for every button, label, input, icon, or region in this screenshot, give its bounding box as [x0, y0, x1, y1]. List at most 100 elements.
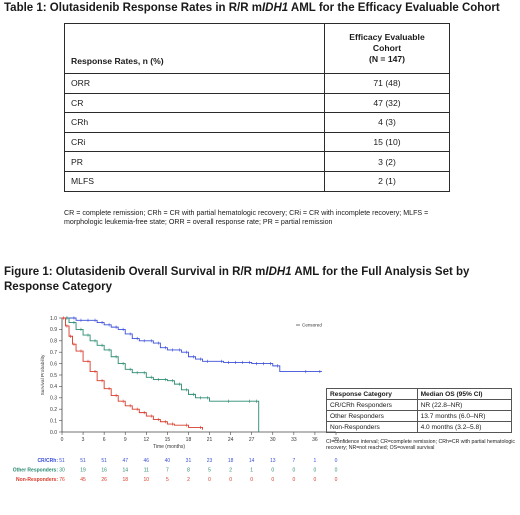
os-median: 13.7 months (6.0–NR) — [416, 410, 513, 422]
risk-value: 2 — [187, 477, 190, 483]
survival-curve-2 — [62, 317, 203, 430]
risk-value: 0 — [292, 468, 295, 474]
table-row: Non-Responders 4.0 months (3.2–5.8) — [326, 421, 513, 433]
x-tick-label: 39 — [333, 437, 339, 443]
x-tick-label: 9 — [124, 437, 127, 443]
risk-value: 14 — [122, 468, 128, 474]
row-label: MLFS — [64, 170, 325, 192]
y-tick-label: 0.4 — [50, 384, 57, 390]
row-value: 2 (1) — [324, 170, 450, 192]
table-row: MLFS 2 (1) — [64, 170, 450, 192]
risk-value: 0 — [292, 477, 295, 483]
y-tick-label: 0.2 — [50, 407, 57, 413]
row-value: 4 (3) — [324, 112, 450, 133]
risk-value: 13 — [270, 458, 276, 464]
survival-curve-0 — [62, 317, 322, 373]
table-row: Other Responders 13.7 months (6.0–NR) — [326, 410, 513, 422]
column-header-efficacy-cohort: Efficacy Evaluable Cohort (N = 147) — [324, 23, 450, 74]
risk-value: 0 — [271, 477, 274, 483]
risk-value: 7 — [166, 468, 169, 474]
risk-value: 0 — [208, 477, 211, 483]
risk-value: 51 — [59, 458, 65, 464]
row-value: 15 (10) — [324, 131, 450, 153]
risk-value: 30 — [59, 468, 65, 474]
row-label: ORR — [64, 73, 325, 94]
column-header-response-rates: Response Rates, n (%) — [64, 23, 325, 74]
row-label: CR — [64, 92, 325, 114]
risk-value: 0 — [314, 477, 317, 483]
y-tick-label: 0.9 — [50, 327, 57, 333]
risk-value: 18 — [122, 477, 128, 483]
risk-value: 1 — [314, 458, 317, 464]
median-os-table: Response Category Median OS (95% CI) CR/… — [326, 388, 513, 433]
x-tick-label: 18 — [186, 437, 192, 443]
risk-value: 1 — [250, 468, 253, 474]
y-tick-label: 0.1 — [50, 418, 57, 424]
risk-value: 23 — [207, 458, 213, 464]
table-row: ORR 71 (48) — [64, 73, 450, 94]
row-label: PR — [64, 151, 325, 172]
risk-value: 7 — [292, 458, 295, 464]
risk-value: 5 — [166, 477, 169, 483]
y-tick-label: 0.6 — [50, 361, 57, 367]
response-rates-table: Response Rates, n (%) Efficacy Evaluable… — [64, 23, 450, 192]
risk-value: 31 — [186, 458, 192, 464]
y-axis-label: Survival Probability — [40, 354, 46, 395]
os-median: NR (22.8–NR) — [416, 399, 513, 411]
y-tick-label: 0.7 — [50, 350, 57, 356]
x-tick-label: 24 — [228, 437, 234, 443]
risk-value: 51 — [80, 458, 86, 464]
risk-value: 11 — [144, 468, 149, 474]
survival-chart: 0.00.10.20.30.40.50.60.70.80.91.00 3 6 9 12 1… — [13, 316, 339, 483]
table-row: CR 47 (32) — [64, 92, 450, 114]
y-tick-label: 0.0 — [50, 430, 57, 436]
risk-value: 10 — [144, 477, 150, 483]
row-label: CRi — [64, 131, 325, 153]
figure1-title: Figure 1: Olutasidenib Overall Survival … — [4, 266, 470, 293]
x-tick-label: 27 — [249, 437, 255, 443]
os-category: Other Responders — [326, 410, 418, 422]
survival-curve-1 — [62, 317, 260, 432]
y-tick-label: 0.8 — [50, 339, 57, 345]
row-value: 71 (48) — [324, 73, 450, 94]
risk-value: 0 — [314, 468, 317, 474]
risk-row-label: Non-Responders: — [16, 477, 58, 483]
table-row: CRi 15 (10) — [64, 131, 450, 153]
y-tick-label: 0.3 — [50, 396, 57, 402]
x-tick-label: 33 — [291, 437, 297, 443]
risk-value: 51 — [101, 458, 107, 464]
x-axis-label: Time (months) — [153, 444, 185, 450]
risk-row-label: CR/CRh: — [37, 458, 58, 464]
table1-footnote: CR = complete remission; CRh = CR with p… — [64, 209, 429, 227]
table1-title: Table 1: Olutasidenib Response Rates in … — [4, 2, 500, 14]
risk-value: 5 — [208, 468, 211, 474]
risk-value: 0 — [229, 477, 232, 483]
risk-value: 14 — [249, 458, 255, 464]
os-category: Non-Responders — [326, 421, 418, 433]
risk-value: 0 — [335, 468, 338, 474]
os-table-footnote: CI=confidence interval; CR=complete remi… — [326, 439, 515, 452]
risk-value: 26 — [101, 477, 107, 483]
risk-value: 2 — [229, 468, 232, 474]
os-median: 4.0 months (3.2–5.8) — [416, 421, 513, 433]
x-tick-label: 12 — [144, 437, 150, 443]
row-value: 47 (32) — [324, 92, 450, 114]
risk-value: 0 — [335, 477, 338, 483]
table-row: PR 3 (2) — [64, 151, 450, 172]
risk-value: 40 — [165, 458, 171, 464]
table-row: CRh 4 (3) — [64, 112, 450, 133]
x-tick-label: 15 — [165, 437, 171, 443]
x-tick-label: 0 — [61, 437, 64, 443]
risk-value: 46 — [144, 458, 150, 464]
row-label: CRh — [64, 112, 325, 133]
row-value: 3 (2) — [324, 151, 450, 172]
x-tick-label: 30 — [270, 437, 276, 443]
table-row: CR/CRh Responders NR (22.8–NR) — [326, 399, 513, 411]
os-header-category: Response Category — [326, 388, 418, 400]
risk-value: 47 — [122, 458, 128, 464]
y-tick-label: 1.0 — [50, 316, 57, 322]
risk-row-label: Other Responders: — [13, 468, 59, 474]
x-tick-label: 21 — [207, 437, 213, 443]
risk-value: 19 — [80, 468, 86, 474]
x-tick-label: 3 — [82, 437, 85, 443]
